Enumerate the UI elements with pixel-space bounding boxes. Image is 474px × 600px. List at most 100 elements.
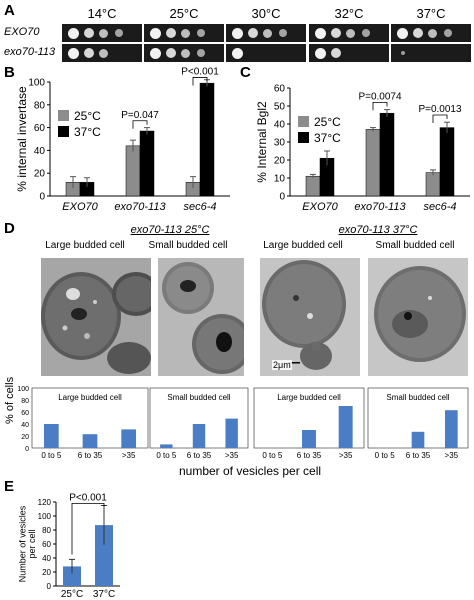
p-bracket <box>71 502 105 555</box>
plate-row <box>309 44 389 62</box>
panel-d-ylabel: % of cells <box>4 376 16 424</box>
colony-spot <box>150 47 161 59</box>
legend-label: 37°C <box>74 125 101 139</box>
histogram-y-tick-label: 100 <box>17 386 29 393</box>
panel-a-label: A <box>4 2 15 19</box>
colony-spot <box>150 27 161 39</box>
histogram-bar <box>302 430 316 448</box>
bar <box>139 130 155 197</box>
y-tick-label: 20 <box>34 169 46 180</box>
temp-label: 37°C <box>416 6 446 21</box>
histogram-category-label: >35 <box>445 451 459 460</box>
histogram-bar <box>225 418 238 448</box>
histogram-category-label: 0 to 5 <box>156 451 177 460</box>
colony-spot <box>443 29 452 37</box>
legend-swatch <box>58 110 69 121</box>
histogram-bar <box>192 424 206 448</box>
histogram-category-label: 6 to 35 <box>78 451 103 460</box>
colony-spot <box>181 28 190 38</box>
bar <box>63 566 81 586</box>
group-title-37: exo70-113 37°C <box>338 224 418 236</box>
legend-swatch <box>298 116 309 127</box>
em-image-large-25 <box>41 258 151 376</box>
y-tick-label: 40 <box>42 554 51 563</box>
temp-label: 30°C <box>251 6 281 21</box>
colony-spot <box>83 48 94 58</box>
colony-spot <box>165 28 176 38</box>
histogram-category-label: >35 <box>339 451 353 460</box>
histogram-title: Large budded cell <box>58 393 122 402</box>
colony-spot <box>315 27 326 39</box>
em-image-large-37 <box>260 258 360 376</box>
colony-spot <box>397 27 408 39</box>
colony-spot <box>196 29 205 37</box>
p-bracket <box>132 120 148 129</box>
colony-spot <box>181 48 190 58</box>
colony-spot <box>400 51 405 55</box>
histogram-y-tick-label: 40 <box>21 422 29 429</box>
bar <box>425 172 441 197</box>
p-value-label: P<0.001 <box>181 66 219 77</box>
histogram-title: Small budded cell <box>167 393 230 402</box>
colony-spot <box>278 29 287 37</box>
colony-spot <box>68 47 79 59</box>
image-label-4: Small budded cell <box>375 240 455 251</box>
temp-label: 25°C <box>169 6 199 21</box>
y-tick-label: 20 <box>42 568 51 577</box>
histogram-title: Large budded cell <box>277 393 341 402</box>
category-label: exo70-113 <box>354 201 406 213</box>
histogram-bar <box>160 444 173 448</box>
bar <box>125 145 141 197</box>
y-axis-label: % Internal Bgl2 <box>255 101 269 183</box>
y-tick-label: 100 <box>38 512 52 521</box>
histogram-y-tick-label: 80 <box>21 398 29 405</box>
colony-spot <box>263 28 272 38</box>
panel-d-label: D <box>4 220 15 237</box>
histogram-title: Small budded cell <box>386 393 449 402</box>
y-tick-label: 10 <box>274 174 286 185</box>
y-axis-label: Number of vesiclesper cell <box>17 505 37 582</box>
y-tick-label: 60 <box>274 84 286 95</box>
histogram-bar <box>445 410 458 448</box>
y-tick-label: 100 <box>28 78 45 89</box>
y-tick-label: 40 <box>34 146 46 157</box>
strain-label: EXO70 <box>4 26 40 38</box>
p-value-label: P=0.0013 <box>418 104 462 115</box>
p-bracket <box>192 77 208 86</box>
histogram-category-label: 6 to 35 <box>297 451 322 460</box>
y-tick-label: 60 <box>42 540 51 549</box>
histogram-category-label: 0 to 5 <box>262 451 283 460</box>
colony-spot <box>114 29 123 37</box>
image-label-3: Large budded cell <box>263 240 343 251</box>
p-value-label: P<0.001 <box>69 492 107 503</box>
colony-spot <box>232 27 243 39</box>
bar <box>439 127 455 197</box>
panel-b-chart: 0 20 40 60 80 100% internal invertase EXO70 exo… <box>15 66 230 213</box>
colony-spot <box>99 28 108 38</box>
histogram-category-label: >35 <box>225 451 239 460</box>
bar <box>379 112 395 197</box>
colony-spot <box>196 49 205 57</box>
colony-spot <box>330 48 341 58</box>
category-label: sec6-4 <box>183 201 216 213</box>
em-image-small-37 <box>368 258 468 376</box>
temp-label: 32°C <box>334 6 364 21</box>
y-tick-label: 20 <box>274 156 286 167</box>
panel-d-histograms: Large budded cell 0 20 40 60 80 100 0 to 5 6 to … <box>17 386 469 460</box>
plate-row <box>226 44 306 62</box>
colony-spot <box>99 48 108 58</box>
em-image-small-25 <box>158 258 244 376</box>
colony-spot <box>428 28 437 38</box>
colony-spot <box>346 28 355 38</box>
bar <box>365 129 381 197</box>
image-label-1: Large budded cell <box>45 240 125 251</box>
panel-d-ylabel-wrap: % of cells <box>4 364 16 424</box>
strain-label: exo70-113 <box>4 46 56 58</box>
panel-b-label: B <box>4 64 15 81</box>
p-value-label: P=0.0074 <box>358 91 402 102</box>
histogram-bar <box>338 406 353 448</box>
temp-label: 14°C <box>87 6 117 21</box>
p-bracket <box>372 102 388 111</box>
category-label: exo70-113 <box>114 201 166 213</box>
image-label-2: Small budded cell <box>148 240 228 251</box>
